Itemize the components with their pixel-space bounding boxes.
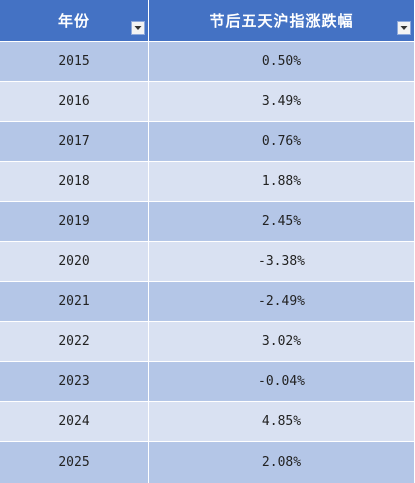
- change-cell[interactable]: -2.49%: [149, 282, 414, 321]
- change-cell[interactable]: 0.76%: [149, 122, 414, 161]
- change-cell[interactable]: -3.38%: [149, 242, 414, 281]
- change-cell[interactable]: -0.04%: [149, 362, 414, 401]
- year-cell[interactable]: 2017: [0, 122, 149, 161]
- header-row: 年份 节后五天沪指涨跌幅: [0, 0, 414, 42]
- header-change-label: 节后五天沪指涨跌幅: [209, 10, 353, 31]
- change-filter-button[interactable]: [397, 21, 411, 35]
- table-row: 2016 3.49%: [0, 82, 414, 122]
- table-row: 2019 2.45%: [0, 202, 414, 242]
- header-cell-change: 节后五天沪指涨跌幅: [149, 0, 414, 41]
- change-cell[interactable]: 3.49%: [149, 82, 414, 121]
- year-cell[interactable]: 2016: [0, 82, 149, 121]
- table-row: 2024 4.85%: [0, 402, 414, 442]
- change-cell[interactable]: 1.88%: [149, 162, 414, 201]
- year-cell[interactable]: 2024: [0, 402, 149, 441]
- change-cell[interactable]: 0.50%: [149, 42, 414, 81]
- year-cell[interactable]: 2020: [0, 242, 149, 281]
- year-cell[interactable]: 2022: [0, 322, 149, 361]
- table-row: 2017 0.76%: [0, 122, 414, 162]
- change-cell[interactable]: 4.85%: [149, 402, 414, 441]
- header-year-label: 年份: [58, 10, 90, 31]
- year-cell[interactable]: 2021: [0, 282, 149, 321]
- table-row: 2021 -2.49%: [0, 282, 414, 322]
- change-cell[interactable]: 2.45%: [149, 202, 414, 241]
- year-cell[interactable]: 2015: [0, 42, 149, 81]
- table-row: 2020 -3.38%: [0, 242, 414, 282]
- table-row: 2025 2.08%: [0, 442, 414, 483]
- year-cell[interactable]: 2019: [0, 202, 149, 241]
- table-row: 2018 1.88%: [0, 162, 414, 202]
- change-cell[interactable]: 3.02%: [149, 322, 414, 361]
- table-row: 2015 0.50%: [0, 42, 414, 82]
- header-cell-year: 年份: [0, 0, 149, 41]
- dropdown-arrow-icon: [134, 25, 142, 31]
- year-cell[interactable]: 2018: [0, 162, 149, 201]
- dropdown-arrow-icon: [400, 25, 408, 31]
- year-cell[interactable]: 2025: [0, 442, 149, 483]
- year-cell[interactable]: 2023: [0, 362, 149, 401]
- table-row: 2022 3.02%: [0, 322, 414, 362]
- year-filter-button[interactable]: [131, 21, 145, 35]
- change-cell[interactable]: 2.08%: [149, 442, 414, 483]
- table-row: 2023 -0.04%: [0, 362, 414, 402]
